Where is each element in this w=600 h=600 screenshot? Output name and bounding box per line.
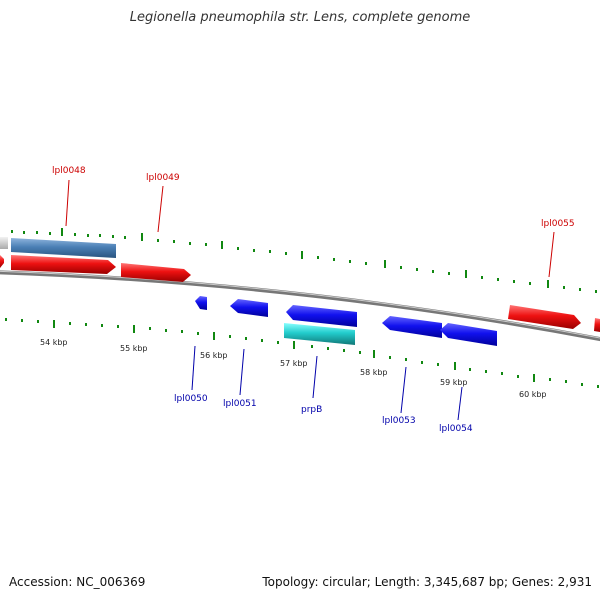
outer-tick-ring [11,228,597,293]
gene-label-lpl0051[interactable]: lpl0051 [223,399,257,409]
scale-label: 59 kbp [440,378,468,387]
genome-summary-text: Topology: circular; Length: 3,345,687 bp… [262,575,592,589]
gene-forward-a[interactable] [0,255,4,268]
gene-label-lpl0055[interactable]: lpl0055 [541,219,575,229]
gene-reverse-a[interactable] [286,305,357,327]
gene-grey[interactable] [0,237,8,249]
label-leaders-reverse [191,345,463,421]
gene-lpl0048[interactable] [11,238,116,258]
gene-label-lpl0048[interactable]: lpl0048 [52,166,86,176]
scale-label: 54 kbp [40,338,68,347]
scale-label: 56 kbp [200,351,228,360]
scale-label: 55 kbp [120,344,148,353]
gene-prpB[interactable] [284,323,355,345]
gene-label-lpl0050[interactable]: lpl0050 [174,394,208,404]
gene-label-lpl0053[interactable]: lpl0053 [382,416,416,426]
gene-label-lpl0054[interactable]: lpl0054 [439,424,473,434]
map-title: Legionella pneumophila str. Lens, comple… [129,10,471,25]
gene-lpl0049[interactable] [121,263,191,282]
scale-label: 58 kbp [360,368,388,377]
gene-lpl0054[interactable] [440,323,497,346]
scale-label: 60 kbp [519,390,547,399]
gene-lpl0053[interactable] [382,316,442,338]
genome-backbone [0,270,600,342]
gene-forward-b[interactable] [11,255,116,274]
accession-text: Accession: NC_006369 [9,575,146,589]
gene-lpl0055[interactable] [508,305,581,329]
inner-tick-ring [5,318,599,388]
gene-lpl0051[interactable] [230,299,268,317]
scale-labels: 54 kbp 55 kbp 56 kbp 57 kbp 58 kbp 59 kb… [40,338,547,399]
gene-label-prpB[interactable]: prpB [301,405,322,415]
gene-label-lpl0049[interactable]: lpl0049 [146,173,180,183]
genome-backbone-highlight [0,270,600,339]
scale-label: 57 kbp [280,359,308,368]
label-leaders-forward [65,179,555,278]
gene-forward-c[interactable] [594,318,600,332]
gene-lpl0050[interactable] [195,296,207,310]
